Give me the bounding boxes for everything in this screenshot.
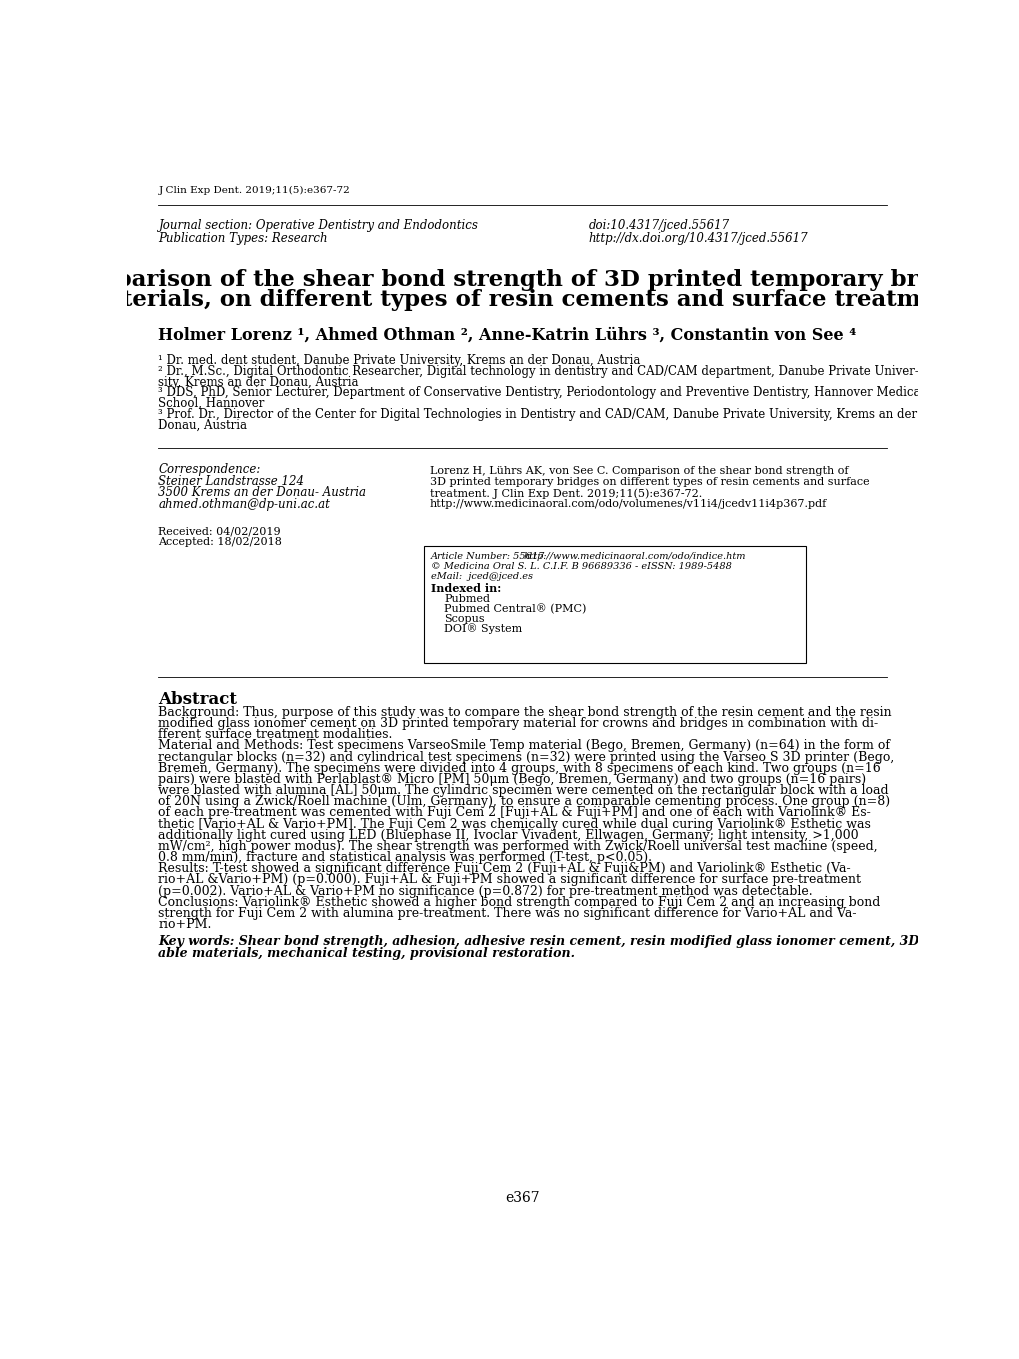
Text: Correspondence:: Correspondence: [158, 463, 261, 477]
Text: Pubmed: Pubmed [444, 594, 490, 603]
Text: J Clin Exp Dent. 2019;11(5):e367-72: J Clin Exp Dent. 2019;11(5):e367-72 [158, 186, 350, 196]
Text: pairs) were blasted with Perlablast® Micro [PM] 50μm (Bego, Bremen, Germany) and: pairs) were blasted with Perlablast® Mic… [158, 773, 866, 786]
Text: rectangular blocks (n=32) and cylindrical test specimens (n=32) were printed usi: rectangular blocks (n=32) and cylindrica… [158, 750, 894, 764]
Text: rio+AL &Vario+PM) (p=0.000). Fuji+AL & Fuji+PM showed a significant difference f: rio+AL &Vario+PM) (p=0.000). Fuji+AL & F… [158, 874, 861, 886]
Text: ³ Prof. Dr., Director of the Center for Digital Technologies in Dentistry and CA: ³ Prof. Dr., Director of the Center for … [158, 408, 917, 421]
Text: doi:10.4317/jced.55617: doi:10.4317/jced.55617 [588, 219, 729, 231]
Text: Scopus: Scopus [444, 613, 485, 624]
Text: of each pre-treatment was cemented with Fuji Cem 2 [Fuji+AL & Fuji+PM] and one o: of each pre-treatment was cemented with … [158, 806, 870, 819]
Text: Steiner Landstrasse 124: Steiner Landstrasse 124 [158, 474, 305, 488]
Text: Received: 04/02/2019: Received: 04/02/2019 [158, 526, 281, 537]
Text: Abstract: Abstract [158, 690, 237, 708]
Text: http://www.medicinaoral.com/odo/indice.htm: http://www.medicinaoral.com/odo/indice.h… [523, 552, 745, 561]
Text: Background: Thus, purpose of this study was to compare the shear bond strength o: Background: Thus, purpose of this study … [158, 705, 892, 719]
Text: ³ DDS, PhD, Senior Lecturer, Department of Conservative Dentistry, Periodontolog: ³ DDS, PhD, Senior Lecturer, Department … [158, 386, 924, 400]
Text: 3D printed temporary bridges on different types of resin cements and surface: 3D printed temporary bridges on differen… [429, 477, 868, 488]
Text: Pubmed Central® (PMC): Pubmed Central® (PMC) [444, 603, 586, 614]
Text: (p=0.002). Vario+AL & Vario+PM no significance (p=0.872) for pre-treatment metho: (p=0.002). Vario+AL & Vario+PM no signif… [158, 885, 812, 897]
Text: thetic [Vario+AL & Vario+PM]. The Fuji Cem 2 was chemically cured while dual cur: thetic [Vario+AL & Vario+PM]. The Fuji C… [158, 818, 870, 830]
Text: eMail:  jced@jced.es: eMail: jced@jced.es [430, 572, 532, 580]
Bar [424, 546, 805, 663]
Text: ¹ Dr. med. dent student, Danube Private University, Krems an der Donau, Austria: ¹ Dr. med. dent student, Danube Private … [158, 355, 640, 367]
Text: e367: e367 [505, 1190, 539, 1205]
Text: School, Hannover: School, Hannover [158, 397, 265, 410]
Text: fferent surface treatment modalities.: fferent surface treatment modalities. [158, 728, 392, 741]
Text: able materials, mechanical testing, provisional restoration.: able materials, mechanical testing, prov… [158, 947, 575, 959]
Text: Holmer Lorenz ¹, Ahmed Othman ², Anne-Katrin Lührs ³, Constantin von See ⁴: Holmer Lorenz ¹, Ahmed Othman ², Anne-Ka… [158, 328, 856, 344]
Text: Key words: Shear bond strength, adhesion, adhesive resin cement, resin modified : Key words: Shear bond strength, adhesion… [158, 935, 963, 949]
Text: Publication Types: Research: Publication Types: Research [158, 232, 328, 246]
Text: modified glass ionomer cement on 3D printed temporary material for crowns and br: modified glass ionomer cement on 3D prin… [158, 718, 877, 730]
Text: Comparison of the shear bond strength of 3D printed temporary bridges: Comparison of the shear bond strength of… [58, 269, 986, 291]
Text: of 20N using a Zwick/Roell machine (Ulm, Germany), to ensure a comparable cement: of 20N using a Zwick/Roell machine (Ulm,… [158, 795, 890, 809]
Text: Material and Methods: Test specimens VarseoSmile Temp material (Bego, Bremen, Ge: Material and Methods: Test specimens Var… [158, 739, 890, 753]
Text: Donau, Austria: Donau, Austria [158, 419, 248, 432]
Text: rio+PM.: rio+PM. [158, 919, 212, 931]
Text: Article Number: 55617: Article Number: 55617 [430, 552, 544, 561]
Text: treatment. J Clin Exp Dent. 2019;11(5):e367-72.: treatment. J Clin Exp Dent. 2019;11(5):e… [429, 488, 701, 499]
Text: Accepted: 18/02/2018: Accepted: 18/02/2018 [158, 537, 282, 548]
Text: Bremen, Germany). The specimens were divided into 4 groups, with 8 specimens of : Bremen, Germany). The specimens were div… [158, 762, 880, 775]
Text: Results: T-test showed a significant difference Fuji Cem 2 (Fuji+AL & Fuji&PM) a: Results: T-test showed a significant dif… [158, 862, 850, 875]
Text: materials, on different types of resin cements and surface treatment: materials, on different types of resin c… [83, 288, 962, 311]
Text: ahmed.othman@dp-uni.ac.at: ahmed.othman@dp-uni.ac.at [158, 497, 330, 511]
Text: additionally light cured using LED (Bluephase II, Ivoclar Vivadent, Ellwagen, Ge: additionally light cured using LED (Blue… [158, 829, 858, 841]
Text: mW/cm², high power modus). The shear strength was performed with Zwick/Roell uni: mW/cm², high power modus). The shear str… [158, 840, 877, 853]
Text: Conclusions: Variolink® Esthetic showed a higher bond strength compared to Fuji : Conclusions: Variolink® Esthetic showed … [158, 896, 880, 909]
Text: http://dx.doi.org/10.4317/jced.55617: http://dx.doi.org/10.4317/jced.55617 [588, 232, 807, 246]
Text: Journal section: Operative Dentistry and Endodontics: Journal section: Operative Dentistry and… [158, 219, 478, 231]
Text: 3500 Krems an der Donau- Austria: 3500 Krems an der Donau- Austria [158, 487, 366, 500]
Text: Indexed in:: Indexed in: [430, 583, 500, 594]
Text: Lorenz H, Lührs AK, von See C. Comparison of the shear bond strength of: Lorenz H, Lührs AK, von See C. Compariso… [429, 466, 848, 477]
Text: strength for Fuji Cem 2 with alumina pre-treatment. There was no significant dif: strength for Fuji Cem 2 with alumina pre… [158, 906, 856, 920]
Text: DOI® System: DOI® System [444, 624, 522, 635]
Text: were blasted with alumina [AL] 50μm. The cylindric specimen were cemented on the: were blasted with alumina [AL] 50μm. The… [158, 784, 889, 798]
Text: http://www.medicinaoral.com/odo/volumenes/v11i4/jcedv11i4p367.pdf: http://www.medicinaoral.com/odo/volumene… [429, 499, 826, 508]
Text: © Medicina Oral S. L. C.I.F. B 96689336 - eISSN: 1989-5488: © Medicina Oral S. L. C.I.F. B 96689336 … [430, 561, 731, 571]
Text: 0.8 mm/min), fracture and statistical analysis was performed (T-test, p<0.05).: 0.8 mm/min), fracture and statistical an… [158, 851, 652, 864]
Text: ² Dr., M.Sc., Digital Orthodontic Researcher, Digital technology in dentistry an: ² Dr., M.Sc., Digital Orthodontic Resear… [158, 364, 918, 378]
Text: sity, Krems an der Donau, Austria: sity, Krems an der Donau, Austria [158, 375, 359, 389]
